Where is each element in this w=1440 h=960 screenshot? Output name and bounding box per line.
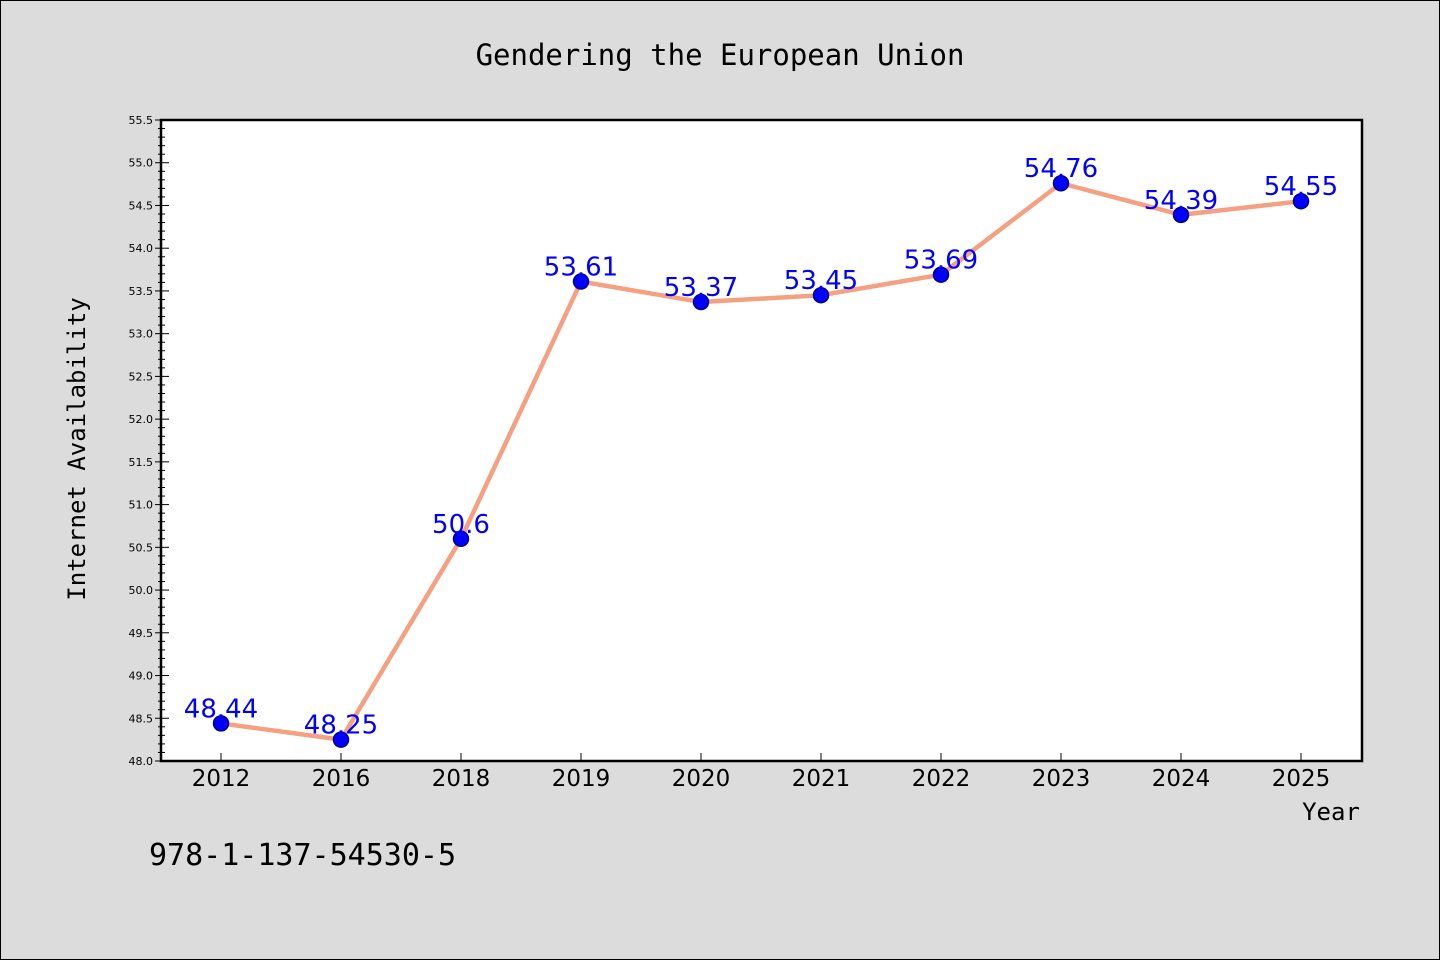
data-point [452,530,470,548]
data-labels-layer: 48.44 48.25 50.6 53.61 53.37 53.45 53.69 54.76 5… [184,154,1338,740]
y-tick-label: 54.5 [129,199,154,212]
x-tick-label: 2019 [552,766,611,792]
x-tick-label: 2016 [312,766,371,792]
y-tick-label: 52.0 [129,413,154,426]
data-point [1172,206,1190,224]
chart-title: Gendering the European Union [476,38,965,72]
data-label: 53.37 [664,273,738,303]
x-tick-label: 2018 [432,766,491,792]
y-axis-label: Internet Availability [63,297,91,600]
series-line [218,180,1304,742]
x-axis-ticks: 2012 2016 2018 2019 2020 2021 2022 2023 2024 2025 [192,753,1331,792]
plot-area [161,120,1362,761]
data-label: 54.39 [1144,186,1218,216]
data-label: 54.55 [1264,172,1338,202]
y-tick-label: 52.5 [129,370,154,383]
y-tick-label: 50.5 [129,541,154,554]
footnote-isbn: 978-1-137-54530-5 [149,838,456,873]
y-tick-label: 53.0 [129,328,154,341]
data-label: 53.45 [784,266,858,296]
y-tick-label: 49.0 [129,670,154,683]
x-tick-label: 2012 [192,766,251,792]
y-tick-label: 54.0 [129,242,154,255]
y-tick-label: 53.5 [129,285,154,298]
y-axis-ticks: 48.0 48.5 49.0 49.5 50.0 50.5 51.0 51.5 52.0 52.5… [129,114,169,768]
data-label: 48.25 [304,711,378,741]
y-tick-label: 50.0 [129,584,154,597]
data-point [1052,174,1070,192]
x-tick-label: 2024 [1152,766,1211,792]
data-point [332,731,350,748]
data-point [692,293,710,311]
data-point [812,286,830,304]
y-tick-label: 55.5 [129,114,154,127]
y-tick-label: 48.0 [129,755,154,768]
data-label: 54.76 [1024,154,1098,184]
data-label: 53.69 [904,246,978,276]
x-tick-label: 2022 [912,766,971,792]
y-tick-label: 48.5 [129,712,154,725]
series-layer [212,174,1310,748]
y-tick-label: 51.5 [129,456,154,469]
data-point [1292,192,1310,210]
data-label: 53.61 [544,253,618,283]
y-tick-label: 51.0 [129,499,154,512]
data-label: 50.6 [432,510,490,540]
x-tick-label: 2025 [1272,766,1331,792]
plot-frame [159,118,1364,763]
data-point [572,273,590,290]
data-label: 48.44 [184,694,258,724]
y-tick-label: 55.0 [129,157,154,170]
data-point [932,266,950,283]
data-point [212,715,230,732]
x-tick-label: 2023 [1032,766,1091,792]
y-tick-label: 49.5 [129,627,154,640]
x-axis-label: Year [1302,798,1360,826]
x-tick-label: 2020 [672,766,731,792]
x-tick-label: 2021 [792,766,851,792]
